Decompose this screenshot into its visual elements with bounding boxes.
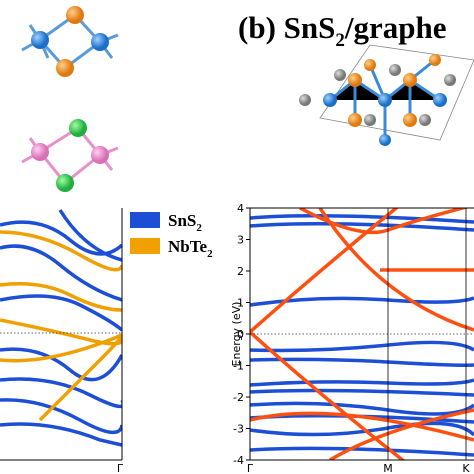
legend-sub: 2 bbox=[207, 248, 213, 260]
legend-name: SnS bbox=[168, 211, 196, 230]
structure-bottom bbox=[21, 119, 119, 192]
title-main: SnS bbox=[284, 10, 336, 45]
x-tick-label: Γ bbox=[247, 462, 254, 474]
structure-top bbox=[21, 6, 119, 77]
right-ticks: -4 -3 -2 -1 0 1 2 3 4 Γ M K bbox=[233, 202, 470, 474]
panel-label: (b) bbox=[238, 10, 276, 45]
y-tick-label: 3 bbox=[237, 234, 244, 247]
legend-label: SnS2 bbox=[168, 211, 202, 234]
right-bands bbox=[250, 208, 474, 460]
y-tick-label: 1 bbox=[237, 297, 244, 310]
legend-swatch bbox=[130, 212, 160, 228]
y-axis-label: Energy (eV) bbox=[230, 302, 243, 367]
y-tick-label: 0 bbox=[237, 328, 244, 341]
y-tick-label: 2 bbox=[237, 265, 244, 278]
left-xtick: Γ bbox=[117, 462, 124, 474]
legend-label: NbTe2 bbox=[168, 237, 213, 260]
y-tick-label: 4 bbox=[237, 202, 244, 215]
title-rest: /graphe bbox=[344, 10, 447, 45]
y-tick-label: -3 bbox=[233, 423, 244, 436]
legend-sub: 2 bbox=[196, 222, 202, 234]
left-bands bbox=[0, 209, 122, 447]
y-tick-label: -1 bbox=[233, 360, 244, 373]
legend-name: NbTe bbox=[168, 237, 208, 256]
structure-heterostructure bbox=[299, 44, 474, 146]
panel-title: (b) SnS2/graphe bbox=[238, 10, 447, 51]
x-tick-label: K bbox=[462, 462, 470, 474]
y-tick-label: -2 bbox=[233, 391, 244, 404]
y-tick-label: -4 bbox=[233, 454, 244, 467]
legend-swatch bbox=[130, 238, 160, 254]
x-tick-label: M bbox=[383, 462, 393, 474]
title-sub: 2 bbox=[335, 30, 345, 51]
